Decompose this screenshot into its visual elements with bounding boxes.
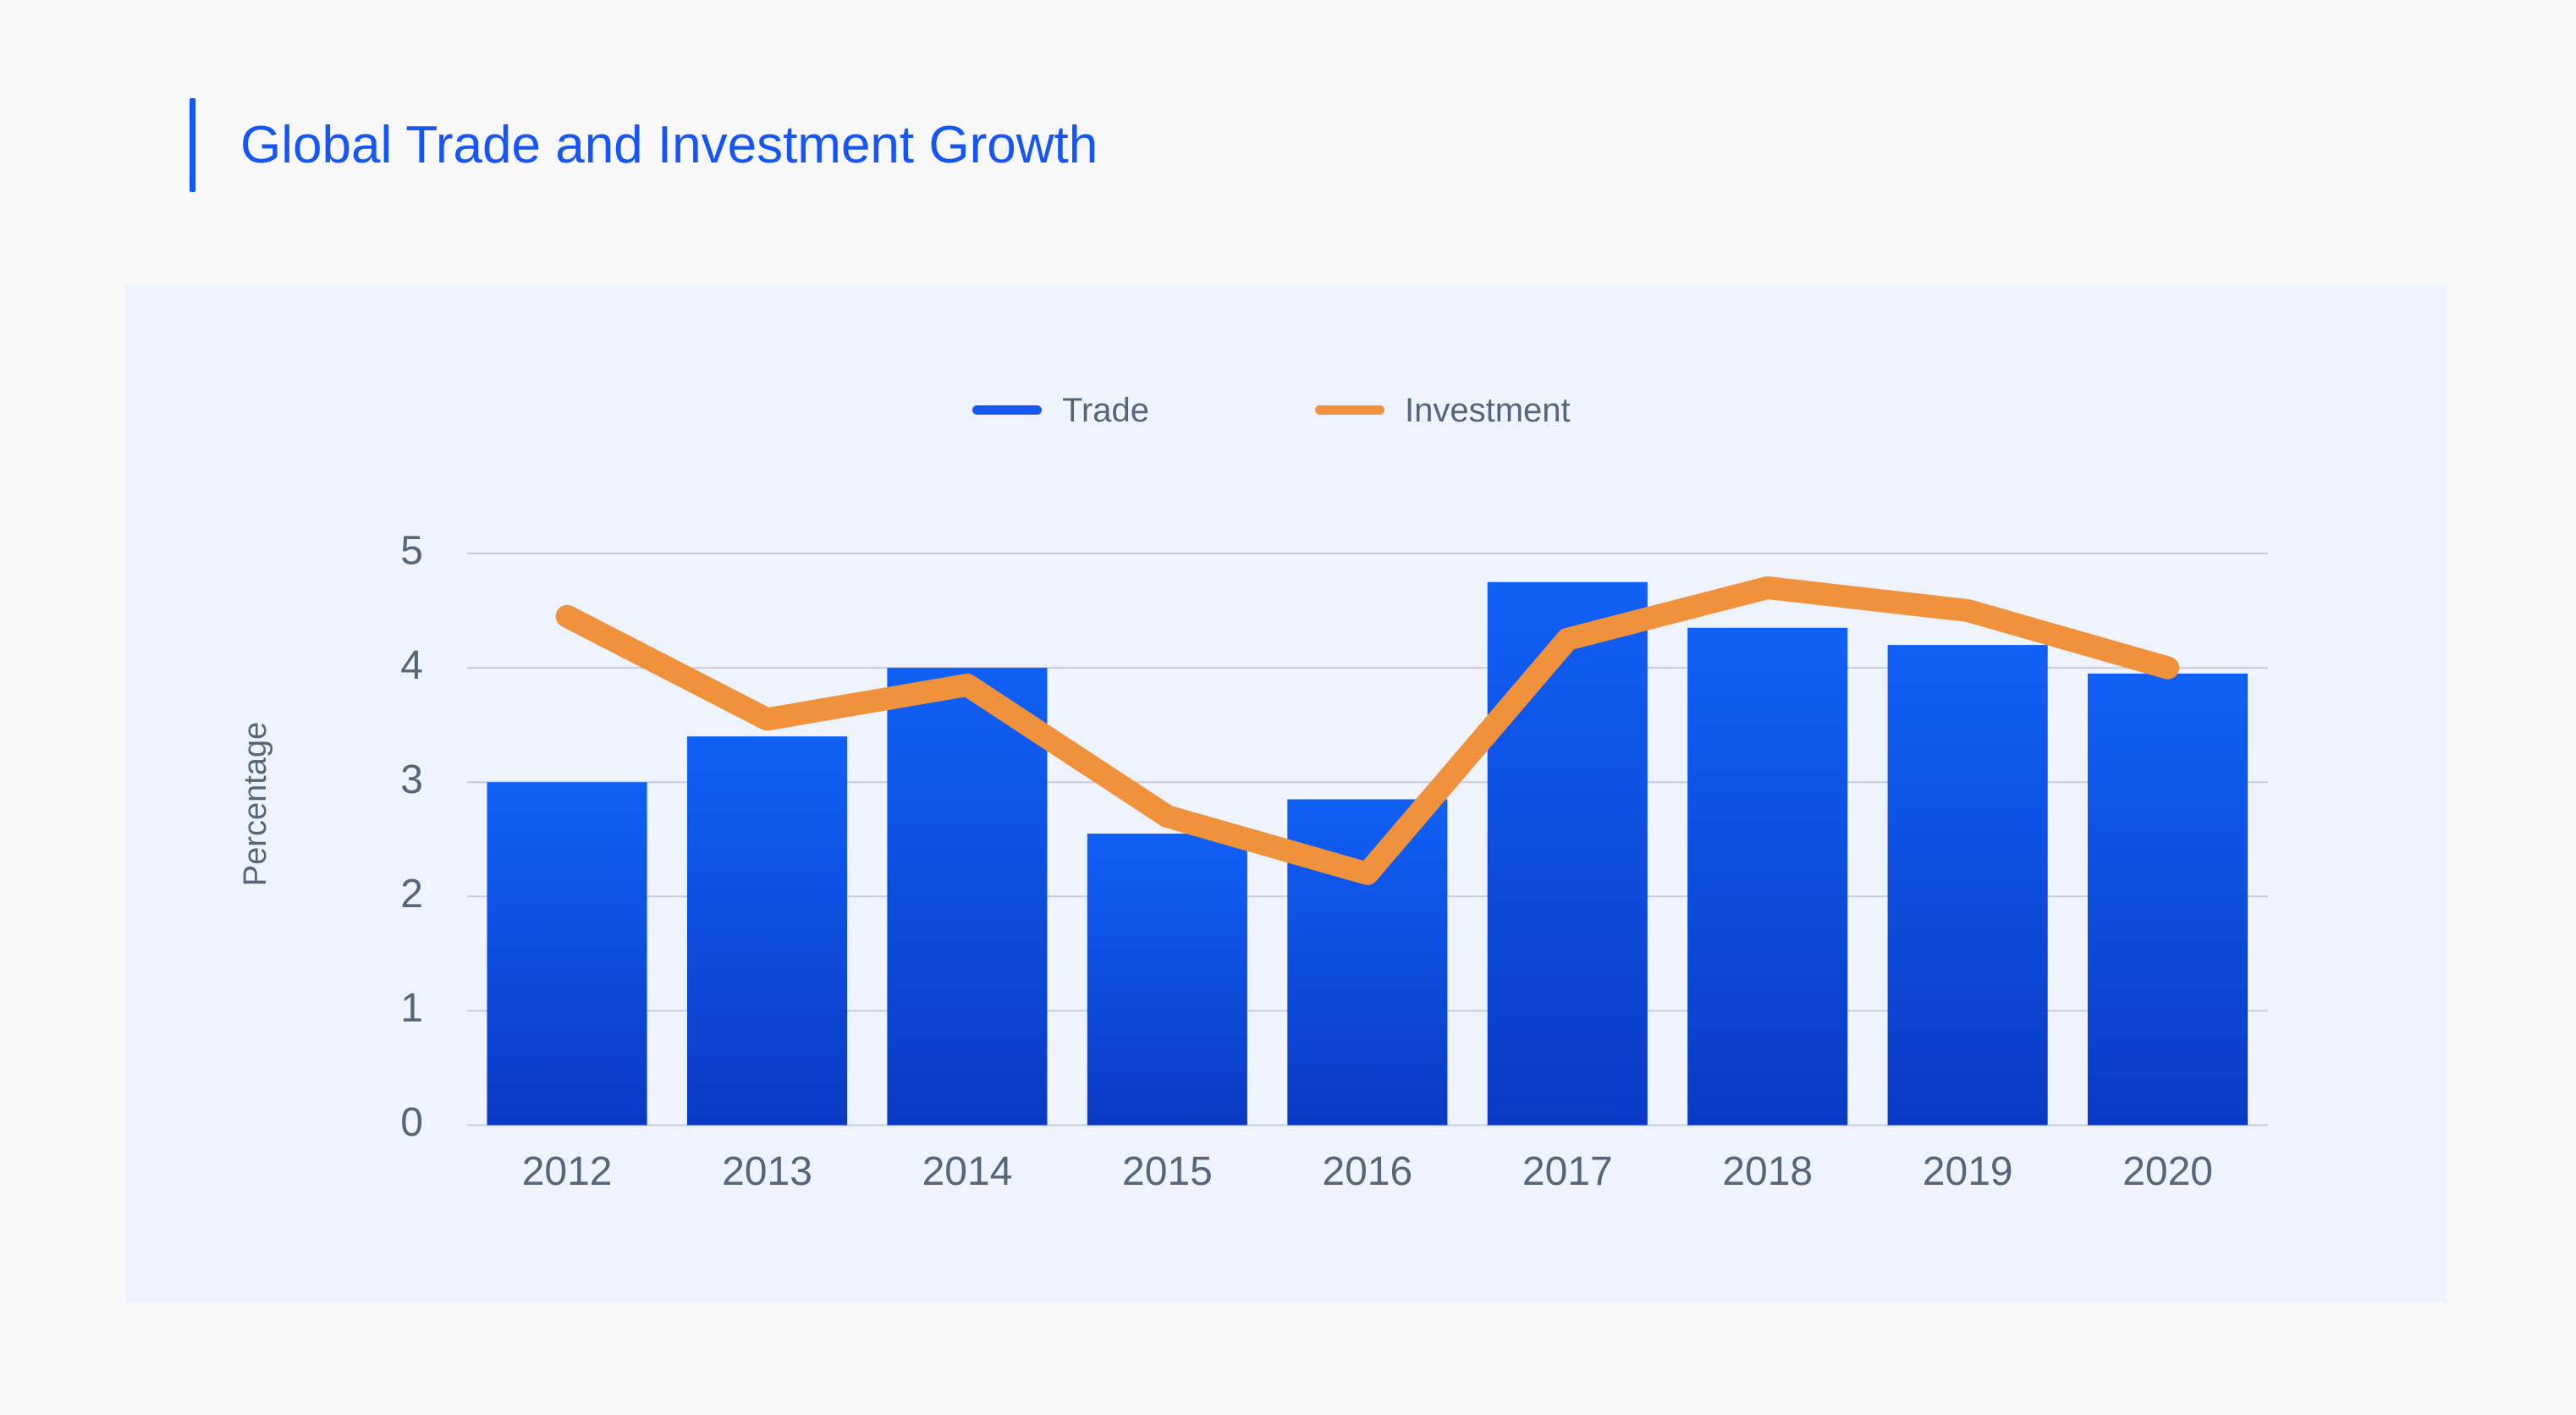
- svg-text:2020: 2020: [2122, 1149, 2213, 1194]
- svg-text:2012: 2012: [522, 1149, 613, 1194]
- svg-text:2014: 2014: [922, 1149, 1013, 1194]
- svg-text:Percentage: Percentage: [238, 722, 273, 886]
- svg-text:2018: 2018: [1722, 1149, 1813, 1194]
- svg-text:2015: 2015: [1122, 1149, 1213, 1194]
- svg-text:3: 3: [400, 757, 423, 802]
- svg-text:0: 0: [400, 1100, 423, 1145]
- svg-text:2: 2: [400, 872, 423, 917]
- svg-text:1: 1: [400, 986, 423, 1031]
- svg-text:2016: 2016: [1322, 1149, 1412, 1194]
- svg-text:4: 4: [400, 643, 423, 688]
- svg-text:2013: 2013: [722, 1149, 812, 1194]
- svg-text:5: 5: [400, 529, 423, 574]
- svg-text:2019: 2019: [1923, 1149, 2013, 1194]
- svg-text:2017: 2017: [1522, 1149, 1613, 1194]
